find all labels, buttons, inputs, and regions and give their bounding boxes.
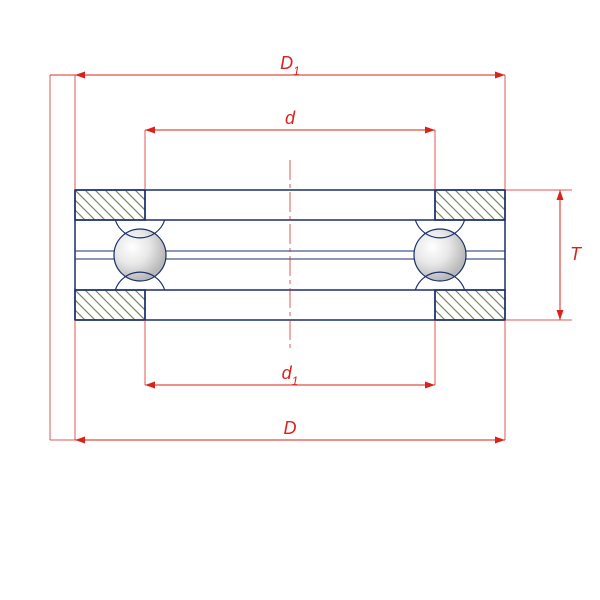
- svg-text:d1: d1: [282, 363, 299, 388]
- svg-text:D1: D1: [280, 53, 300, 78]
- svg-text:d: d: [285, 108, 296, 128]
- svg-text:D: D: [284, 418, 297, 438]
- svg-text:T: T: [570, 244, 583, 264]
